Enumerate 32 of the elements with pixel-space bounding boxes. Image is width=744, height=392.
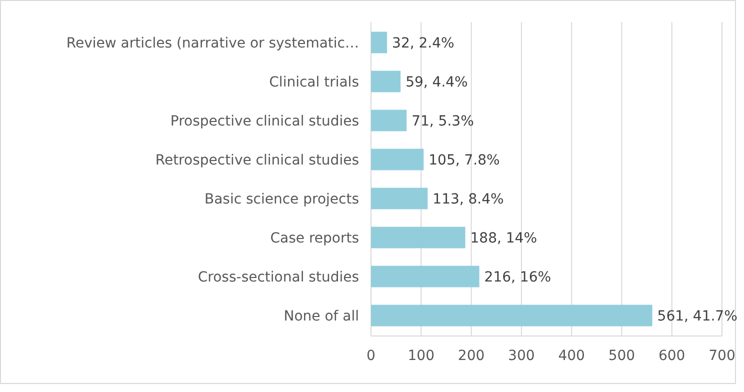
x-tick-label: 400: [558, 348, 585, 364]
data-label: 188, 14%: [470, 230, 538, 246]
data-label: 113, 8.4%: [432, 191, 504, 208]
x-tick-label: 300: [508, 348, 535, 364]
y-tick-label: None of all: [284, 308, 359, 324]
y-tick-label: Retrospective clinical studies: [155, 152, 359, 168]
bar: [371, 110, 407, 132]
data-label: 216, 16%: [484, 269, 552, 286]
y-tick-label: Prospective clinical studies: [170, 113, 359, 130]
x-tick-label: 0: [366, 348, 376, 364]
data-label: 59, 4.4%: [406, 74, 468, 90]
y-tick-label: Clinical trials: [269, 74, 359, 90]
bar: [371, 226, 466, 248]
bar: [371, 70, 401, 92]
data-label: 32, 2.4%: [392, 35, 454, 52]
y-tick-label: Basic science projects: [204, 191, 359, 208]
y-tick-label: Cross-sectional studies: [198, 269, 359, 286]
y-tick-label: Case reports: [270, 230, 359, 246]
data-label: 105, 7.8%: [428, 152, 500, 168]
bar: [371, 304, 652, 326]
x-tick-label: 500: [608, 348, 636, 364]
data-label: 71, 5.3%: [412, 113, 474, 130]
bar: [371, 188, 428, 210]
x-tick-label: 100: [408, 348, 435, 364]
data-label: 561, 41.7%: [657, 308, 738, 324]
y-tick-label: Review articles (narrative or systematic…: [66, 35, 359, 52]
x-tick-label: 200: [458, 348, 485, 364]
x-tick-label: 600: [658, 348, 686, 364]
bar: [371, 148, 424, 170]
bar: [371, 32, 388, 54]
bar: [371, 266, 480, 288]
x-tick-label: 700: [708, 348, 736, 364]
